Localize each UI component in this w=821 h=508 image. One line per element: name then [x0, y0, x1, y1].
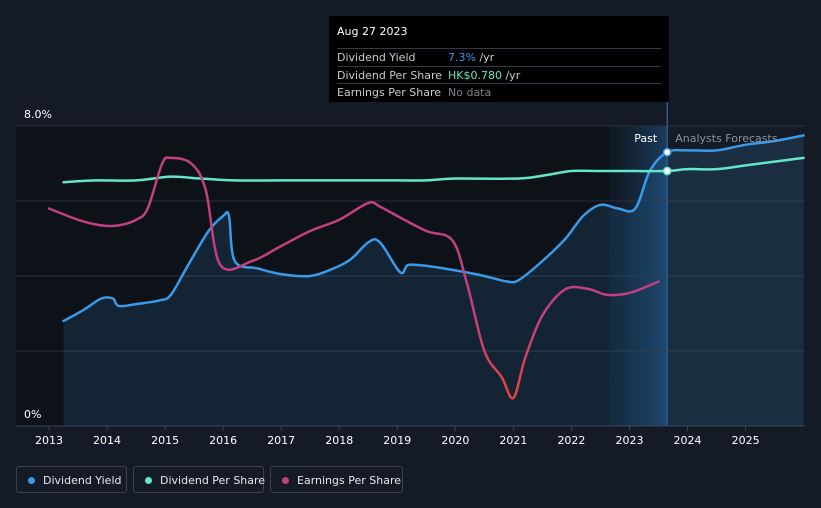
- x-tick-label: 2013: [35, 434, 63, 447]
- x-tick-label: 2019: [383, 434, 411, 447]
- legend-dot: [145, 477, 152, 484]
- legend-dot: [282, 477, 289, 484]
- legend-label: Dividend Yield: [43, 474, 122, 487]
- forecast-label: Analysts Forecasts: [675, 132, 778, 145]
- tooltip-date: Aug 27 2023: [337, 25, 408, 38]
- hover-tooltip: Aug 27 2023 Dividend Yield 7.3% /yr Divi…: [329, 16, 669, 102]
- tooltip-value: HK$0.780 /yr: [448, 69, 521, 82]
- x-tick-label: 2021: [499, 434, 527, 447]
- x-tick-label: 2016: [209, 434, 237, 447]
- tooltip-value: 7.3% /yr: [448, 51, 495, 64]
- x-tick-label: 2017: [267, 434, 295, 447]
- x-tick-label: 2018: [325, 434, 353, 447]
- y-axis: 8.0% 0%: [24, 108, 52, 421]
- x-tick-label: 2025: [732, 434, 760, 447]
- hover-markers: [662, 147, 672, 176]
- legend-label: Dividend Per Share: [160, 474, 266, 487]
- area-fills: [63, 135, 804, 426]
- area-dividend-yield: [63, 135, 804, 426]
- x-tick-label: 2023: [616, 434, 644, 447]
- legend-label: Earnings Per Share: [297, 474, 402, 487]
- tooltip-label: Earnings Per Share: [337, 86, 442, 99]
- tooltip-value: No data: [448, 86, 492, 99]
- x-axis: 2013 2014 2015 2016 2017 2018 2019 2020 2021 2022…: [35, 426, 760, 447]
- x-tick-label: 2022: [557, 434, 585, 447]
- legend-item-earnings-per-share[interactable]: Earnings Per Share: [270, 466, 403, 493]
- marker-dividend-yield: [662, 147, 672, 157]
- marker-dividend-per-share: [662, 166, 672, 176]
- legend-item-dividend-per-share[interactable]: Dividend Per Share: [133, 466, 266, 493]
- tooltip-row-dividend-per-share: Dividend Per Share HK$0.780 /yr: [337, 66, 661, 84]
- tooltip-row-earnings-per-share: Earnings Per Share No data: [337, 83, 661, 101]
- legend-dot: [28, 477, 35, 484]
- line-earnings-per-share: [47, 156, 660, 400]
- line-dividend-per-share: [62, 156, 805, 184]
- tooltip-row-dividend-yield: Dividend Yield 7.3% /yr: [337, 48, 661, 66]
- tooltip-label: Dividend Yield: [337, 51, 416, 64]
- x-tick-label: 2024: [674, 434, 702, 447]
- x-tick-label: 2015: [151, 434, 179, 447]
- grid-lines: [16, 125, 805, 427]
- y-tick-label: 0%: [24, 408, 41, 421]
- past-label: Past: [634, 132, 658, 145]
- series-lines: [47, 134, 805, 400]
- line-dividend-yield: [62, 134, 805, 323]
- legend-item-dividend-yield[interactable]: Dividend Yield: [16, 466, 127, 493]
- tooltip-label: Dividend Per Share: [337, 69, 443, 82]
- x-tick-label: 2020: [441, 434, 469, 447]
- x-tick-label: 2014: [93, 434, 121, 447]
- y-tick-label: 8.0%: [24, 108, 52, 121]
